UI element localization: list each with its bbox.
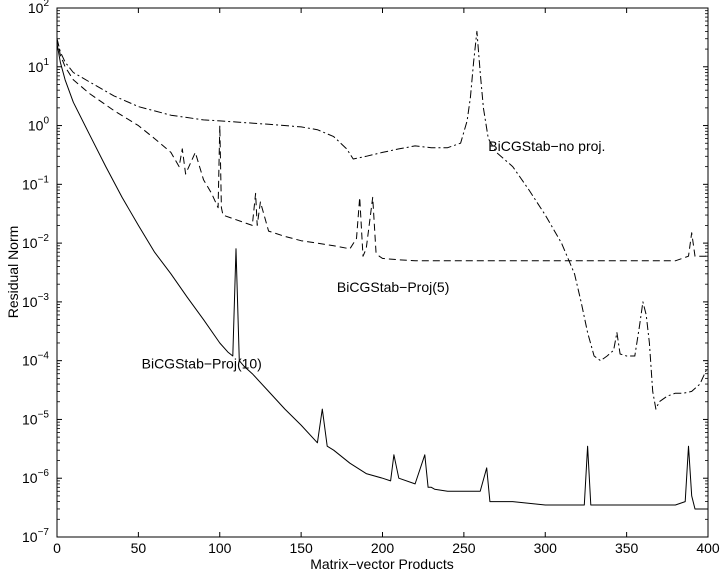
y-tick-label: 10−2 xyxy=(22,233,49,251)
y-tick-base: 10 xyxy=(28,0,44,16)
x-tick-label: 200 xyxy=(371,540,395,556)
y-tick-exponent: −1 xyxy=(38,174,50,185)
plot-frame xyxy=(56,7,709,538)
x-tick-label: 150 xyxy=(289,540,313,556)
y-tick-label: 10−4 xyxy=(22,351,49,369)
y-tick-base: 10 xyxy=(22,294,38,310)
x-tick-label: 100 xyxy=(208,540,232,556)
y-tick-base: 10 xyxy=(22,176,38,192)
series-line-1 xyxy=(56,38,708,262)
series-line-0 xyxy=(56,30,709,410)
y-tick-label: 10−6 xyxy=(22,468,49,486)
y-tick-label: 100 xyxy=(28,116,50,134)
y-tick-exponent: 2 xyxy=(43,0,49,9)
x-tick-label: 0 xyxy=(53,540,61,556)
y-tick-base: 10 xyxy=(22,235,38,251)
y-tick-label: 102 xyxy=(28,0,50,16)
y-tick-label: 10−7 xyxy=(22,527,49,545)
series-lines xyxy=(56,30,709,510)
x-tick-label: 300 xyxy=(534,540,558,556)
y-tick-exponent: 1 xyxy=(43,57,49,68)
y-tick-exponent: −4 xyxy=(38,351,50,362)
annotation-label: BiCGStab−no proj. xyxy=(488,138,605,154)
y-tick-base: 10 xyxy=(22,411,38,427)
annotations: BiCGStab−no proj. BiCGStab−Proj(5) BiCGSta… xyxy=(142,138,606,371)
series-line-2 xyxy=(56,43,708,510)
y-tick-exponent: −2 xyxy=(38,233,50,244)
y-tick-base: 10 xyxy=(22,353,38,369)
x-tick-label: 350 xyxy=(615,540,639,556)
x-axis-ticks: 0 50 100 150 200 250 300 350 400 xyxy=(53,8,720,556)
y-tick-exponent: −6 xyxy=(38,468,50,479)
y-tick-label: 10−1 xyxy=(22,174,49,192)
y-tick-base: 10 xyxy=(28,59,44,75)
y-tick-base: 10 xyxy=(22,470,38,486)
x-axis-label: Matrix−vector Products xyxy=(310,556,454,572)
x-tick-label: 250 xyxy=(452,540,476,556)
y-tick-base: 10 xyxy=(22,529,38,545)
y-axis-label: Residual Norm xyxy=(5,226,21,319)
y-tick-label: 10−5 xyxy=(22,409,49,427)
y-tick-exponent: 0 xyxy=(43,116,49,127)
x-tick-label: 50 xyxy=(131,540,147,556)
y-tick-exponent: −5 xyxy=(38,409,50,420)
y-tick-label: 101 xyxy=(28,57,50,75)
annotation-label: BiCGStab−Proj(5) xyxy=(337,279,449,295)
x-tick-label: 400 xyxy=(696,540,720,556)
y-tick-label: 10−3 xyxy=(22,292,49,310)
y-tick-exponent: −3 xyxy=(38,292,50,303)
y-tick-exponent: −7 xyxy=(38,527,50,538)
annotation-label: BiCGStab−Proj(10) xyxy=(142,355,262,371)
y-tick-base: 10 xyxy=(28,118,44,134)
